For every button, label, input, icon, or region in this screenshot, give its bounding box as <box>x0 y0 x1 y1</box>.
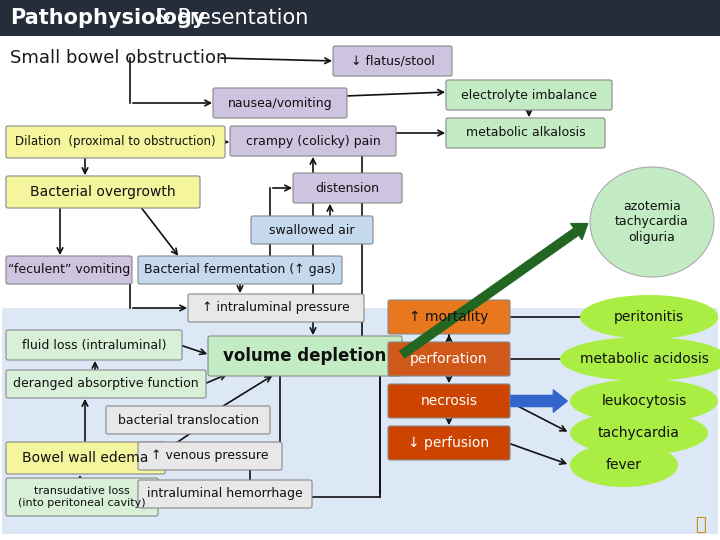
Text: intraluminal hemorrhage: intraluminal hemorrhage <box>147 488 303 501</box>
FancyBboxPatch shape <box>2 308 718 534</box>
Text: necrosis: necrosis <box>420 394 477 408</box>
FancyBboxPatch shape <box>6 478 158 516</box>
FancyBboxPatch shape <box>388 342 510 376</box>
FancyArrowPatch shape <box>400 224 588 358</box>
Text: ↓ flatus/stool: ↓ flatus/stool <box>351 55 434 68</box>
Text: Bacterial fermentation (↑ gas): Bacterial fermentation (↑ gas) <box>144 264 336 276</box>
Text: 🔊: 🔊 <box>695 516 706 534</box>
Text: ↑ intraluminal pressure: ↑ intraluminal pressure <box>202 301 350 314</box>
FancyBboxPatch shape <box>388 426 510 460</box>
Text: crampy (colicky) pain: crampy (colicky) pain <box>246 134 380 147</box>
Text: ↑ mortality: ↑ mortality <box>409 310 489 324</box>
FancyBboxPatch shape <box>188 294 364 322</box>
FancyBboxPatch shape <box>388 384 510 418</box>
FancyBboxPatch shape <box>6 176 200 208</box>
Text: nausea/vomiting: nausea/vomiting <box>228 97 333 110</box>
FancyBboxPatch shape <box>6 330 182 360</box>
FancyBboxPatch shape <box>213 88 347 118</box>
FancyBboxPatch shape <box>230 126 396 156</box>
Text: volume depletion: volume depletion <box>223 347 387 365</box>
Text: ↑ venous pressure: ↑ venous pressure <box>151 449 269 462</box>
FancyBboxPatch shape <box>6 126 225 158</box>
Text: Pathophysiology: Pathophysiology <box>10 8 205 28</box>
FancyBboxPatch shape <box>446 118 605 148</box>
FancyBboxPatch shape <box>0 0 720 36</box>
Text: perforation: perforation <box>410 352 488 366</box>
Ellipse shape <box>570 411 708 455</box>
FancyBboxPatch shape <box>138 480 312 508</box>
Text: tachycardia: tachycardia <box>598 426 680 440</box>
Text: azotemia
tachycardia
oliguria: azotemia tachycardia oliguria <box>615 200 689 244</box>
Ellipse shape <box>570 443 678 487</box>
FancyBboxPatch shape <box>293 173 402 203</box>
Text: fluid loss (intraluminal): fluid loss (intraluminal) <box>22 339 166 352</box>
FancyArrowPatch shape <box>510 390 567 412</box>
Ellipse shape <box>570 379 718 423</box>
FancyBboxPatch shape <box>106 406 270 434</box>
Text: metabolic acidosis: metabolic acidosis <box>580 352 708 366</box>
Text: bacterial translocation: bacterial translocation <box>117 414 258 427</box>
Text: swallowed air: swallowed air <box>269 224 355 237</box>
Text: fever: fever <box>606 458 642 472</box>
Text: Bacterial overgrowth: Bacterial overgrowth <box>30 185 176 199</box>
Text: distension: distension <box>315 181 379 194</box>
FancyBboxPatch shape <box>251 216 373 244</box>
Text: ↓ perfusion: ↓ perfusion <box>408 436 490 450</box>
Text: metabolic alkalosis: metabolic alkalosis <box>466 126 585 139</box>
Text: Bowel wall edema: Bowel wall edema <box>22 451 149 465</box>
Text: leukocytosis: leukocytosis <box>601 394 687 408</box>
FancyBboxPatch shape <box>138 442 282 470</box>
FancyBboxPatch shape <box>333 46 452 76</box>
Ellipse shape <box>560 337 720 381</box>
FancyBboxPatch shape <box>208 336 402 376</box>
FancyBboxPatch shape <box>6 256 132 284</box>
Text: & Presentation: & Presentation <box>148 8 308 28</box>
Text: transudative loss
(into peritoneal cavity): transudative loss (into peritoneal cavit… <box>18 486 146 508</box>
Text: deranged absorptive function: deranged absorptive function <box>13 377 199 390</box>
Text: “feculent” vomiting: “feculent” vomiting <box>8 264 130 276</box>
FancyBboxPatch shape <box>6 442 165 474</box>
FancyBboxPatch shape <box>446 80 612 110</box>
FancyBboxPatch shape <box>388 300 510 334</box>
Text: electrolyte imbalance: electrolyte imbalance <box>461 89 597 102</box>
FancyBboxPatch shape <box>138 256 342 284</box>
Text: Small bowel obstruction: Small bowel obstruction <box>10 49 228 67</box>
Ellipse shape <box>580 295 718 339</box>
Ellipse shape <box>590 167 714 277</box>
Text: Dilation  (proximal to obstruction): Dilation (proximal to obstruction) <box>15 136 216 148</box>
FancyBboxPatch shape <box>6 370 206 398</box>
Text: peritonitis: peritonitis <box>614 310 684 324</box>
